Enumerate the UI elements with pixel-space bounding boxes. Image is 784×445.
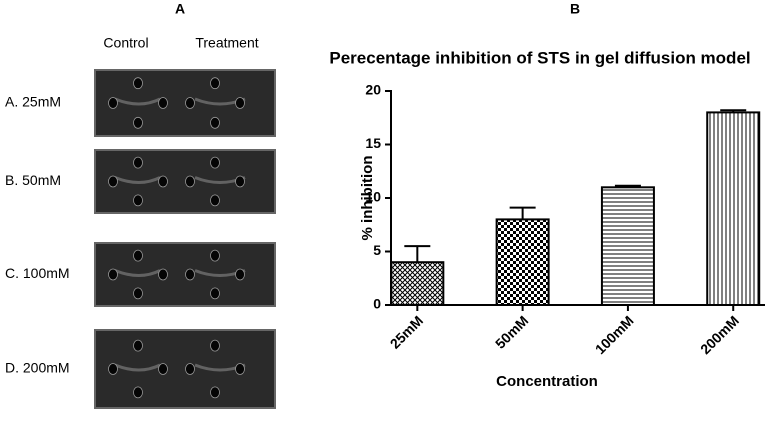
well [235,268,245,281]
bar [495,218,550,306]
y-tick-label: 15 [365,135,381,151]
x-tick-label: 50mM [492,312,531,351]
well [133,249,143,262]
well [210,249,220,262]
row-label: B. 50mM [5,172,61,188]
well [210,386,220,399]
well [210,287,220,300]
column-label: Treatment [195,35,258,51]
bar [600,186,655,306]
well [235,97,245,109]
x-tick-label: 100mM [592,312,637,357]
well [133,116,143,129]
row-label: A. 25mM [5,94,61,110]
y-tick-label: 20 [365,82,381,98]
well [210,77,220,90]
chart-title: Perecentage inhibition of STS in gel dif… [329,48,750,67]
well [133,386,143,399]
y-tick-label: 0 [373,296,381,312]
well [235,175,245,188]
well [158,268,168,281]
well [133,287,143,300]
well [133,156,143,169]
well [158,97,168,109]
y-tick-label: 5 [373,242,381,258]
well [108,268,118,281]
well [158,363,168,375]
panel-label: B [570,1,580,17]
x-tick-label: 200mM [697,312,742,357]
well [235,363,245,375]
well [108,97,118,109]
row-label: C. 100mM [5,265,70,281]
y-axis-label: % inhibition [359,156,376,241]
row-label: D. 200mM [5,360,70,376]
well [133,77,143,90]
well [133,194,143,207]
x-tick-label: 25mM [387,312,426,351]
y-tick-label: 10 [365,189,381,205]
well [210,194,220,207]
well [210,116,220,129]
bar [390,261,445,307]
well [185,175,195,188]
panel-label: A [175,1,185,17]
well [133,339,143,352]
column-label: Control [103,35,148,51]
well [210,156,220,169]
well [210,339,220,352]
bar [706,111,761,307]
well [108,363,118,375]
well [108,175,118,188]
well [185,97,195,109]
well [185,363,195,375]
well [185,268,195,281]
well [158,175,168,188]
x-axis-label: Concentration [496,373,598,390]
